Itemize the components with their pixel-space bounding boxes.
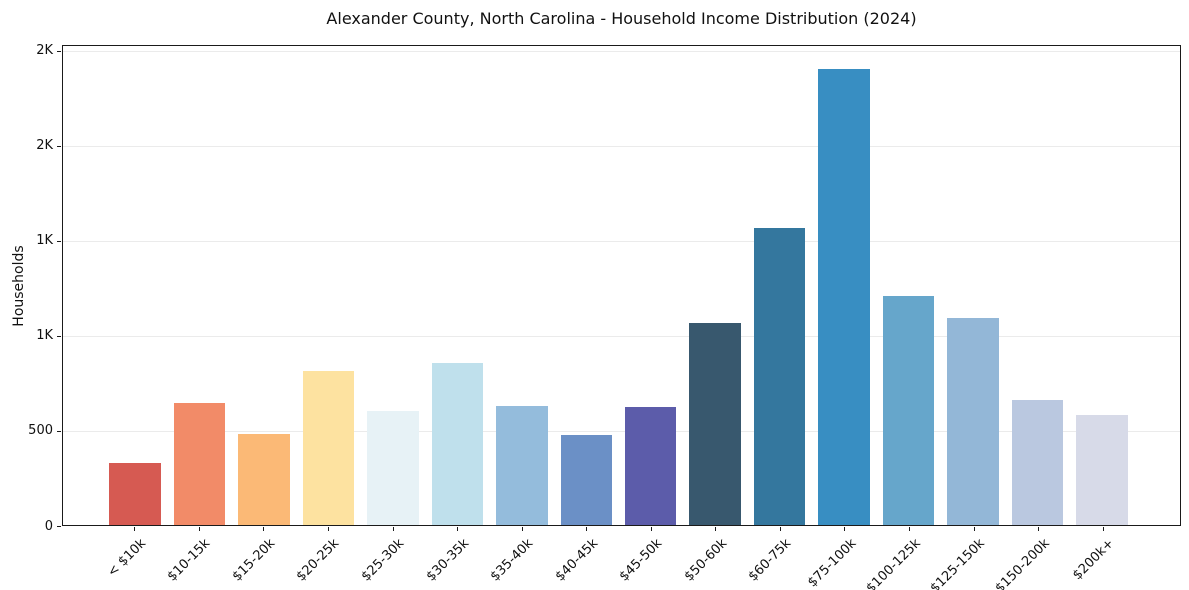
x-tick-label: $75-100k	[804, 536, 860, 590]
bar-40-45k	[560, 435, 613, 525]
x-tick-mark	[1102, 527, 1104, 531]
bar-10-15k	[173, 402, 226, 525]
gridline	[63, 51, 1180, 53]
x-tick-label: < $10k	[104, 536, 149, 581]
x-tick-mark	[327, 527, 329, 531]
x-tick-label: $20-25k	[294, 536, 343, 585]
bar-slot	[941, 46, 1005, 525]
x-tick-mark	[134, 527, 136, 531]
bar-25-30k	[367, 411, 419, 525]
bar-slot	[683, 46, 747, 525]
y-tick-mark	[57, 241, 61, 242]
bar-15-20k	[238, 434, 290, 525]
x-tick-label: $35-40k	[487, 536, 537, 585]
x-tick-label: $50-60k	[681, 536, 730, 585]
y-axis-label: Households	[11, 245, 27, 327]
x-tick-mark	[198, 527, 200, 531]
bar-200k	[1076, 415, 1128, 525]
x-tick-label: $100-125k	[863, 536, 924, 590]
x-tick-label: $125-150k	[928, 536, 989, 590]
x-tick-mark	[1038, 527, 1040, 531]
bar-slot	[1070, 46, 1134, 525]
y-tick-mark	[57, 146, 61, 147]
bar-100-125k	[882, 295, 935, 525]
x-tick-label: $200k+	[1070, 536, 1118, 584]
y-tick-label: 2K	[36, 138, 53, 154]
bar-60-75k	[753, 227, 806, 525]
bar-slot	[361, 46, 425, 525]
y-tick-mark	[57, 526, 61, 527]
x-tick-label: $30-35k	[423, 536, 472, 585]
y-tick-mark	[57, 336, 61, 337]
bar-slot	[490, 46, 554, 525]
bar-slot	[554, 46, 618, 525]
bar-slot	[425, 46, 489, 525]
bar-125-150k	[947, 317, 999, 525]
gridline	[63, 431, 1180, 433]
bar-slot	[747, 46, 811, 525]
plot-area	[62, 45, 1181, 526]
bar-slot	[103, 46, 167, 525]
x-tick-mark	[909, 527, 911, 531]
bar-20-25k	[302, 370, 355, 525]
bar-75-100k	[818, 68, 870, 525]
bar-slot	[619, 46, 683, 525]
gridline	[63, 146, 1180, 148]
x-tick-mark	[586, 527, 588, 531]
y-tick-label: 1K	[36, 328, 53, 344]
chart-title: Alexander County, North Carolina - House…	[326, 9, 917, 28]
y-tick-label: 1K	[36, 233, 53, 249]
y-tick-label: 0	[44, 518, 53, 534]
bar-45-50k	[624, 406, 677, 525]
gridline	[63, 336, 1180, 338]
bar-150-200k	[1011, 400, 1064, 525]
x-tick-mark	[650, 527, 652, 531]
x-tick-mark	[715, 527, 717, 531]
x-tick-label: $45-50k	[616, 536, 666, 585]
x-tick-label: $40-45k	[552, 536, 601, 585]
x-tick-mark	[521, 527, 523, 531]
x-tick-mark	[263, 527, 265, 531]
y-tick-mark	[57, 51, 61, 52]
bar-35-40k	[496, 405, 548, 525]
bars-row	[103, 46, 1134, 525]
x-tick-mark	[392, 527, 394, 531]
bar-slot	[296, 46, 360, 525]
y-tick-mark	[57, 431, 61, 432]
bar-slot	[812, 46, 876, 525]
bar-30-35k	[431, 363, 484, 525]
x-tick-mark	[457, 527, 459, 531]
bar-slot	[876, 46, 940, 525]
x-tick-mark	[973, 527, 975, 531]
y-tick-label: 500	[28, 423, 53, 439]
y-tick-label: 2K	[36, 43, 53, 59]
bar-slot	[167, 46, 231, 525]
gridline	[63, 241, 1180, 243]
x-tick-label: $10-15k	[164, 536, 214, 585]
bar-10k	[109, 462, 161, 525]
bar-slot	[1005, 46, 1069, 525]
x-tick-label: $60-75k	[746, 536, 795, 585]
x-tick-label: $15-20k	[229, 536, 279, 585]
bar-50-60k	[689, 323, 741, 525]
x-tick-mark	[844, 527, 846, 531]
bar-slot	[232, 46, 296, 525]
x-tick-mark	[779, 527, 781, 531]
x-tick-label: $150-200k	[992, 536, 1053, 590]
x-tick-label: $25-30k	[358, 536, 408, 585]
